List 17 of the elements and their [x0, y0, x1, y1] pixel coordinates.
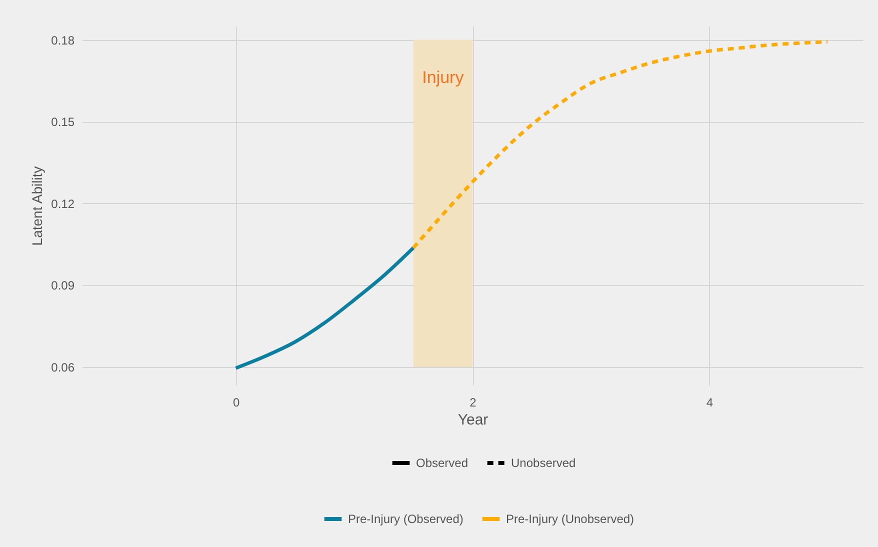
y-axis-title: Latent Ability [29, 166, 46, 246]
y-tick-label: 0.18 [51, 33, 75, 48]
y-tick-label: 0.09 [51, 278, 75, 293]
text: Observed [416, 456, 468, 470]
x-tick-label: 4 [706, 396, 714, 410]
legend-label: Pre-Injury (Unobserved) [506, 512, 634, 526]
line-series [412, 40, 830, 250]
y-tick-label: 0.12 [51, 196, 75, 211]
x-tick-label: 0 [232, 396, 240, 410]
text: Unobserved [511, 456, 576, 470]
line-series [234, 246, 416, 370]
x-tick-label: 2 [470, 396, 477, 410]
x-axis-title: Year [458, 412, 488, 428]
band-label: Injury [422, 68, 464, 87]
legend-label: Pre-Injury (Observed) [348, 512, 464, 526]
y-tick-label: 0.15 [51, 115, 75, 130]
y-tick-label: 0.06 [51, 360, 75, 375]
